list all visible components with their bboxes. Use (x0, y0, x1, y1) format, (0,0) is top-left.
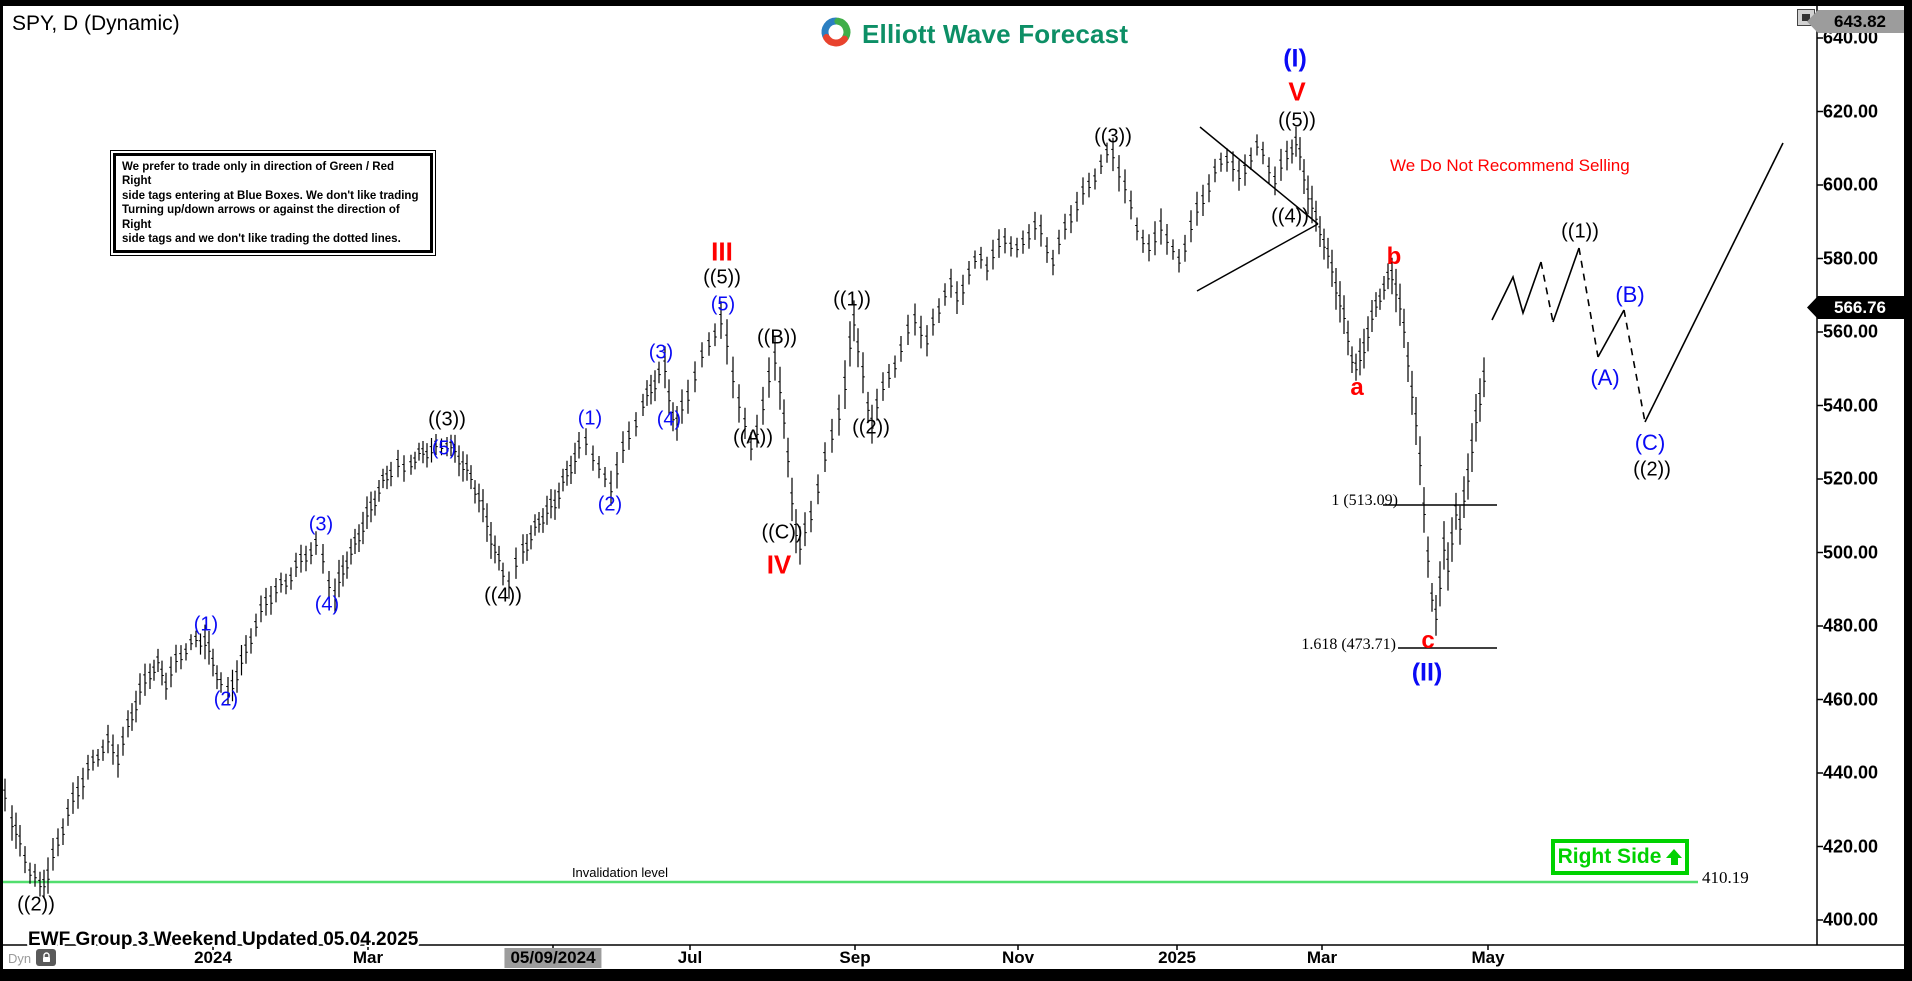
forecast-path-solid (1644, 142, 1784, 423)
forecast-path-solid (1597, 309, 1625, 358)
brand-logo: Elliott Wave Forecast (818, 14, 1128, 55)
trading-note-box: We prefer to trade only in direction of … (110, 149, 436, 257)
forecast-path-dashed (1623, 309, 1646, 423)
fib-label-1618: 1.618 (473.71) (1301, 636, 1396, 653)
note-line: Turning up/down arrows or against the di… (122, 204, 400, 231)
recommendation-text: We Do Not Recommend Selling (1390, 156, 1630, 175)
forecast-path-solid (1552, 247, 1580, 323)
window-frame-right (1904, 0, 1912, 981)
window-frame-top (0, 0, 1912, 6)
right-side-tag: Right Side (1551, 839, 1689, 875)
current-price-badge: 566.76 (1807, 296, 1904, 319)
fib-label-100: 1 (513.09) (1331, 492, 1398, 509)
price-bar-ticks (3, 136, 1486, 888)
wedge-lower-line (1196, 223, 1319, 292)
note-line: side tags and we don't like trading the … (122, 232, 401, 245)
scale-high-badge: 643.82 (1807, 10, 1904, 33)
dyn-label: Dyn (8, 951, 32, 966)
logo-swirl-icon (818, 14, 854, 55)
note-line: side tags entering at Blue Boxes. We don… (122, 189, 419, 202)
forecast-path-dashed (1578, 247, 1599, 358)
right-side-label: Right Side (1557, 845, 1662, 868)
up-arrow-icon (1666, 848, 1683, 866)
logo-text: Elliott Wave Forecast (862, 19, 1129, 49)
invalidation-level-value: 410.19 (1702, 868, 1749, 887)
lock-icon[interactable] (36, 949, 56, 966)
update-caption: EWF Group 3 Weekend Updated 05.04.2025 (28, 929, 419, 950)
forecast-path-solid (1491, 261, 1542, 321)
symbol-title[interactable]: SPY, D (Dynamic) (12, 12, 180, 35)
window-frame-bottom (0, 969, 1912, 981)
note-line: We prefer to trade only in direction of … (122, 161, 394, 188)
wedge-upper-line (1199, 126, 1319, 225)
invalidation-level-label: Invalidation level (571, 865, 669, 880)
price-bars (4, 126, 1485, 898)
forecast-path-dashed (1540, 261, 1554, 323)
window-frame-left (0, 0, 3, 981)
